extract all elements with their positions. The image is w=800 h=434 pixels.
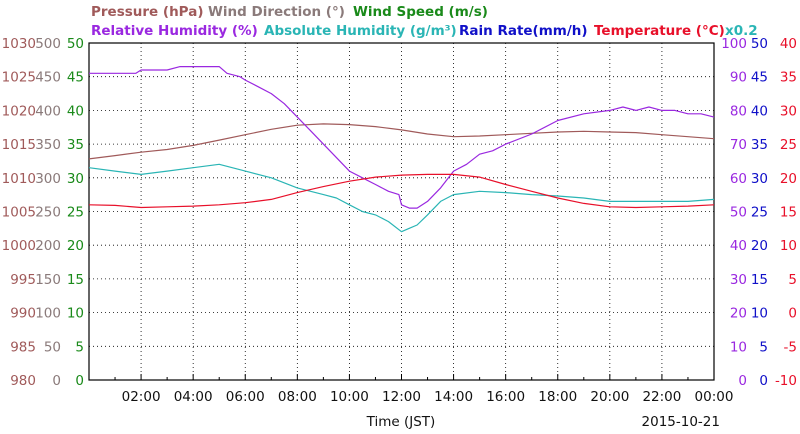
x-tick-label: 10:00: [330, 389, 369, 405]
legend: Pressure (hPa) Wind Direction (°) Wind Spe…: [91, 4, 758, 39]
series-line: [88, 163, 715, 233]
x-tick-label: 00:00: [695, 389, 734, 405]
left-axes: 1030102510201015101010051000995990985980…: [2, 36, 84, 389]
x-axis-title: Time (JST): [366, 414, 436, 430]
x-tick-label: 14:00: [434, 389, 473, 405]
right-tick-label: 5: [759, 339, 768, 355]
x-tick-label: 16:00: [486, 389, 525, 405]
left-tick-label: 1005: [2, 205, 36, 221]
series-line: [89, 65, 715, 209]
right-tick-label: 40: [780, 36, 797, 52]
right-tick-label: 0: [788, 306, 797, 322]
legend-item: Wind Speed (m/s): [353, 4, 488, 20]
left-tick-label: 150: [35, 272, 61, 288]
left-tick-label: 350: [35, 137, 61, 153]
left-tick-label: 25: [67, 205, 84, 221]
left-tick-label: 45: [67, 70, 84, 86]
right-tick-label: 15: [780, 205, 797, 221]
right-tick-label: 60: [730, 171, 747, 187]
right-tick-label: 20: [751, 238, 768, 254]
x-tick-label: 04:00: [174, 389, 213, 405]
left-tick-label: 400: [35, 103, 61, 119]
left-tick-label: 35: [67, 137, 84, 153]
left-tick-label: 985: [10, 339, 36, 355]
right-tick-label: 20: [730, 306, 747, 322]
right-tick-label: 50: [751, 36, 768, 52]
right-tick-label: 10: [751, 306, 768, 322]
x-axis: 02:00 04:00 06:00 08:00 10:00 12:00 14:00 16:00…: [122, 389, 734, 405]
x-tick-label: 02:00: [122, 389, 161, 405]
left-tick-label: 1020: [2, 103, 36, 119]
right-tick-label: 35: [751, 137, 768, 153]
right-tick-label: 100: [721, 36, 747, 52]
right-tick-label: 50: [730, 205, 747, 221]
x-tick-label: 18:00: [538, 389, 577, 405]
left-tick-label: 1030: [2, 36, 36, 52]
left-tick-label: 300: [35, 171, 61, 187]
right-tick-label: -10: [775, 373, 797, 389]
x-tick-label: 12:00: [382, 389, 421, 405]
left-tick-label: 450: [35, 70, 61, 86]
left-tick-label: 30: [67, 171, 84, 187]
right-tick-label: 0: [759, 373, 768, 389]
left-tick-label: 10: [67, 306, 84, 322]
right-tick-label: 45: [751, 70, 768, 86]
legend-item: Temperature (°C): [594, 23, 725, 39]
right-tick-label: 25: [751, 205, 768, 221]
left-tick-label: 15: [67, 272, 84, 288]
left-tick-label: 100: [35, 306, 61, 322]
x-tick-label: 22:00: [642, 389, 681, 405]
left-tick-label: 995: [10, 272, 36, 288]
left-tick-label: 50: [67, 36, 84, 52]
left-tick-label: 50: [44, 339, 61, 355]
legend-item: Absolute Humidity (g/m³): [264, 23, 457, 39]
right-tick-label: 40: [751, 103, 768, 119]
legend-item: Wind Direction (°): [208, 4, 345, 20]
series-lines: [88, 65, 715, 233]
right-tick-label: 40: [730, 238, 747, 254]
left-tick-label: 980: [10, 373, 36, 389]
left-tick-label: 1000: [2, 238, 36, 254]
right-tick-label: 10: [730, 339, 747, 355]
x-tick-label: 20:00: [590, 389, 629, 405]
left-tick-label: 250: [35, 205, 61, 221]
right-tick-label: 0: [738, 373, 747, 389]
right-tick-label: 25: [780, 137, 797, 153]
right-tick-label: -5: [784, 339, 797, 355]
legend-item: x0.2: [725, 23, 758, 39]
grid: [89, 43, 714, 380]
legend-item: Rain Rate(mm/h): [459, 23, 588, 39]
left-tick-label: 1010: [2, 171, 36, 187]
x-tick-label: 06:00: [226, 389, 265, 405]
right-tick-label: 30: [780, 103, 797, 119]
right-axes: 1009080706050403020100504540353025201510…: [721, 36, 797, 389]
right-tick-label: 10: [780, 238, 797, 254]
right-tick-label: 30: [751, 171, 768, 187]
left-tick-label: 1025: [2, 70, 36, 86]
left-tick-label: 0: [75, 373, 84, 389]
right-tick-label: 20: [780, 171, 797, 187]
legend-item: Pressure (hPa): [91, 4, 204, 20]
left-tick-label: 990: [10, 306, 36, 322]
left-tick-label: 40: [67, 103, 84, 119]
right-tick-label: 30: [730, 272, 747, 288]
x-tick-label: 08:00: [278, 389, 317, 405]
legend-item: Relative Humidity (%): [91, 23, 258, 39]
right-tick-label: 15: [751, 272, 768, 288]
left-tick-label: 5: [75, 339, 84, 355]
left-tick-label: 0: [52, 373, 61, 389]
left-tick-label: 1015: [2, 137, 36, 153]
right-tick-label: 90: [730, 70, 747, 86]
series-line: [88, 123, 715, 160]
left-tick-label: 20: [67, 238, 84, 254]
left-tick-label: 500: [35, 36, 61, 52]
date-label: 2015-10-21: [642, 414, 720, 430]
right-tick-label: 80: [730, 103, 747, 119]
right-tick-label: 35: [780, 70, 797, 86]
left-tick-label: 200: [35, 238, 61, 254]
right-tick-label: 70: [730, 137, 747, 153]
right-tick-label: 5: [788, 272, 797, 288]
series-line: [88, 173, 715, 209]
